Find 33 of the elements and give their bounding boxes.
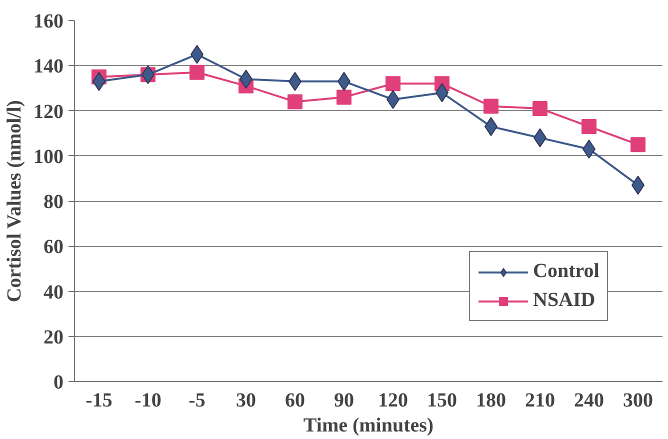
x-tick-label: 150 bbox=[427, 390, 457, 412]
y-tick-label: 140 bbox=[34, 56, 64, 78]
legend-label: NSAID bbox=[533, 289, 596, 312]
x-tick-label: 60 bbox=[285, 390, 305, 412]
x-tick-label: 120 bbox=[378, 390, 408, 412]
y-tick-label: 20 bbox=[44, 326, 64, 348]
x-axis-title: Time (minutes) bbox=[303, 414, 434, 436]
point bbox=[582, 119, 596, 134]
x-tick-label: 210 bbox=[525, 390, 555, 412]
x-tick-label: -10 bbox=[134, 390, 162, 412]
y-tick-label: 100 bbox=[34, 146, 64, 168]
x-tick-label: 90 bbox=[334, 390, 354, 412]
point bbox=[532, 100, 548, 116]
y-tick-label: 0 bbox=[54, 372, 64, 394]
point bbox=[288, 94, 302, 110]
y-axis-title: Cortisol Values (nmol/l) bbox=[4, 100, 26, 302]
point bbox=[630, 137, 646, 152]
y-tick-label: 80 bbox=[44, 191, 64, 213]
point bbox=[190, 64, 204, 80]
point bbox=[336, 90, 352, 105]
y-tick-label: 160 bbox=[34, 10, 64, 32]
x-tick-label: 300 bbox=[623, 390, 653, 412]
x-tick-label: 180 bbox=[476, 390, 506, 412]
y-tick-label: 40 bbox=[44, 281, 64, 304]
y-tick-label: 60 bbox=[44, 236, 64, 258]
point bbox=[484, 98, 498, 114]
point bbox=[386, 76, 400, 92]
y-tick-label: 120 bbox=[34, 100, 64, 123]
legend-label: Control bbox=[533, 260, 600, 283]
x-tick-label: 240 bbox=[574, 390, 604, 412]
x-tick-label: -15 bbox=[86, 390, 112, 412]
x-tick-label: -5 bbox=[188, 390, 206, 412]
x-tick-label: 30 bbox=[236, 390, 256, 412]
